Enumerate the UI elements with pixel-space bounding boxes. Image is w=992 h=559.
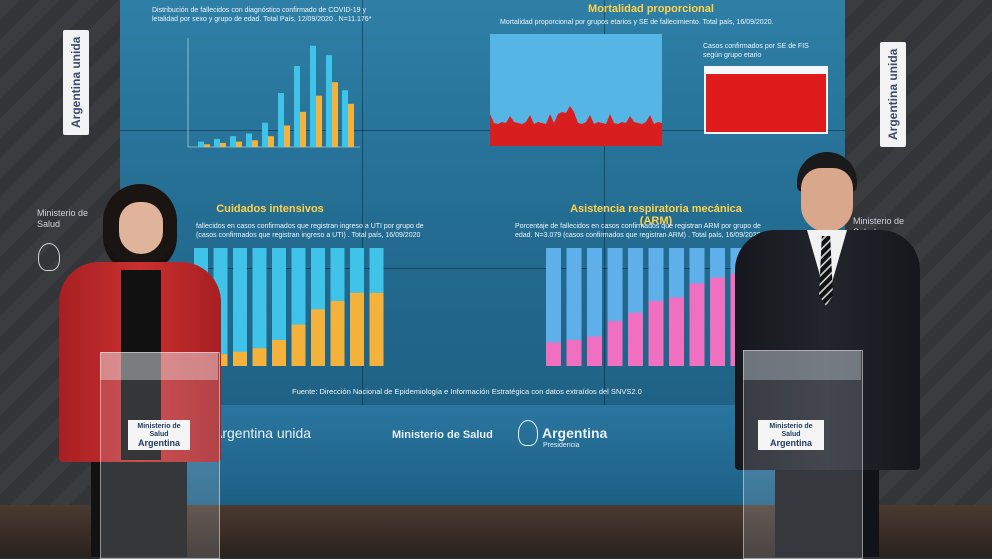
chart-bl-column-fill: [369, 292, 384, 366]
podium-left-sign: Ministerio de Salud Argentina: [128, 420, 190, 450]
chart-bl-subtitle: fallecidos en casos confirmados que regi…: [196, 222, 461, 240]
chart-tl-bar: [236, 141, 242, 147]
speaker-left: [55, 180, 225, 557]
speaker-right-tie: [819, 236, 833, 306]
chart-br-column-fill: [648, 301, 664, 366]
speaker-left-trousers: [91, 462, 187, 557]
chart-br-column-fill: [607, 321, 623, 366]
screen-seam: [120, 268, 845, 269]
chart-tl-bar: [326, 55, 332, 148]
chart-tl-bar: [300, 111, 306, 147]
chart-tr-inset-caption-line1: Casos confirmados por SE de FIS: [703, 43, 809, 50]
chart-tl-bar: [310, 45, 316, 147]
chart-tl-bar: [278, 93, 284, 147]
banner-logo-argentina-unida: Argentina unida: [213, 425, 312, 441]
chart-br-column-fill: [566, 340, 582, 366]
chart-tl-bar: [268, 136, 274, 147]
banner-emblem: [518, 420, 538, 446]
speaker-left-face: [119, 202, 163, 254]
podium-right-sign: Ministerio de Salud Argentina: [758, 420, 824, 450]
chart-tl-bar: [342, 90, 348, 147]
chart-tl-bar: [252, 140, 258, 147]
chart-tl-bars: [187, 38, 360, 148]
podium-right-sign-line2: Argentina: [769, 438, 812, 448]
chart-br-column-fill: [546, 342, 561, 366]
right-wall-logo: Argentina unida: [880, 42, 906, 147]
chart-tl-bar: [262, 122, 268, 147]
chart-br-subtitle-line2: edad. N=3.079 (casos confirmados que reg…: [515, 232, 761, 239]
podium-right: [743, 350, 863, 559]
chart-br-subtitle-line1: Porcentaje de fallecidos en casos confir…: [515, 223, 761, 230]
chart-br-column: [546, 248, 561, 366]
banner-logo-argentina: Argentina: [542, 425, 608, 441]
chart-bl-subtitle-line2: (casos confirmados que registran ingreso…: [196, 232, 421, 239]
chart-bl-column: [272, 248, 286, 366]
speaker-right-face: [801, 168, 853, 232]
chart-tl-bar: [230, 136, 236, 147]
chart-br-subtitle: Porcentaje de fallecidos en casos confir…: [515, 222, 815, 240]
chart-tl-bar: [348, 103, 354, 147]
chart-tr-inset: [704, 66, 828, 134]
chart-bl-column-fill: [291, 324, 306, 366]
podium-left: [100, 352, 220, 559]
chart-tl-subtitle: Distribución de fallecidos con diagnósti…: [152, 6, 452, 24]
left-wall-logo: Argentina unida: [63, 30, 89, 135]
chart-tl-subtitle-line1: Distribución de fallecidos con diagnósti…: [152, 7, 366, 14]
chart-tr-area: [490, 34, 662, 146]
chart-tr-inset-caption-line2: según grupo etario: [703, 52, 762, 59]
chart-tl-bar: [284, 125, 290, 147]
chart-tr-title: Mortalidad proporcional: [588, 3, 714, 15]
chart-tl-bar: [220, 142, 226, 147]
chart-bl-title: Cuidados intensivos: [216, 203, 324, 215]
screen-seam: [604, 0, 605, 405]
source-note: Fuente: Dirección Nacional de Epidemiolo…: [292, 387, 642, 396]
chart-br-column-fill: [628, 312, 643, 366]
chart-tl-bar: [204, 144, 210, 147]
banner-logo-presidencia: Presidencia: [543, 442, 580, 449]
chart-bl-column-fill: [272, 340, 286, 366]
chart-tl-bar: [214, 138, 220, 147]
chart-bl-column-fill: [233, 351, 247, 366]
chart-br-column-fill: [710, 277, 725, 366]
chart-bl-column: [252, 248, 267, 366]
chart-br-column-fill: [669, 297, 684, 366]
chart-tr-subtitle: Mortalidad proporcional por grupos etari…: [500, 19, 774, 26]
chart-br-title: Asistencia respiratoria mecánica (ARM): [570, 203, 742, 227]
podium-left-sign-line2: Argentina: [137, 438, 180, 448]
chart-tl-bar: [246, 133, 252, 147]
screen-seam: [120, 130, 845, 131]
chart-tr-inset-caption: Casos confirmados por SE de FIS según gr…: [703, 42, 843, 60]
chart-br-column: [566, 248, 582, 366]
chart-bl-column-fill: [330, 301, 345, 366]
podium-left-sign-line1: Ministerio de Salud: [137, 423, 181, 438]
chart-bl-column-fill: [311, 309, 325, 366]
podium-right-sign-line1: Ministerio de Salud: [769, 423, 813, 438]
chart-tl-bar: [294, 66, 300, 147]
left-wall-emblem: [38, 243, 60, 271]
chart-br-stacked: [546, 248, 746, 366]
chart-tl-bar: [332, 82, 338, 147]
chart-bl-column-fill: [350, 292, 364, 366]
chart-tl-subtitle-line2: letalidad por sexo y grupo de edad. Tota…: [152, 16, 372, 23]
lower-banner: [120, 405, 845, 505]
chart-bl-column-fill: [252, 348, 267, 366]
chart-br-column-fill: [587, 336, 602, 366]
podium-left-top: [100, 352, 218, 380]
chart-br-column-fill: [689, 283, 705, 366]
chart-tl-bar: [316, 95, 322, 147]
banner-logo-ministerio: Ministerio de Salud: [392, 429, 493, 441]
chart-bl-subtitle-line1: fallecidos en casos confirmados que regi…: [196, 223, 424, 230]
chart-bl-column: [233, 248, 247, 366]
screen-seam: [362, 0, 363, 405]
podium-right-top: [743, 350, 861, 380]
chart-tl-bar: [198, 141, 204, 147]
left-wall-ministry: Ministerio de Salud: [37, 208, 89, 229]
speaker-right-trousers: [775, 470, 879, 557]
